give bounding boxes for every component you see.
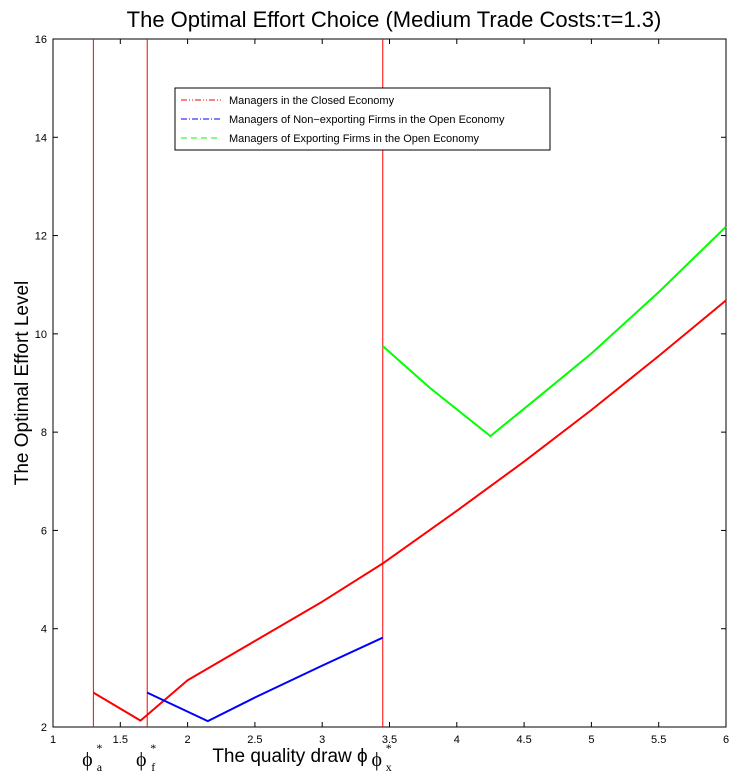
cutoff-phi: ϕ <box>82 749 93 771</box>
x-tick-label: 1.5 <box>113 734 128 746</box>
x-tick-label: 6 <box>723 734 729 746</box>
x-tick-label: 3.5 <box>382 734 397 746</box>
y-tick-label: 4 <box>41 624 47 636</box>
cutoff-subscript: a <box>97 760 103 774</box>
cutoff-phi: ϕ <box>372 749 383 771</box>
chart-title: The Optimal Effort Choice (Medium Trade … <box>127 7 662 32</box>
series-line-closed <box>92 299 727 722</box>
y-axis-label: The Optimal Effort Level <box>12 281 33 486</box>
x-axis-label: The quality draw ϕ <box>212 746 367 767</box>
legend-label: Managers of Non−exporting Firms in the O… <box>229 114 505 126</box>
cutoff-superscript: * <box>96 741 102 755</box>
legend: Managers in the Closed Economy Managers o… <box>174 87 551 151</box>
x-tick-label: 4 <box>454 734 460 746</box>
cutoff-label: ϕ x * <box>372 741 392 774</box>
legend-box <box>174 87 551 151</box>
x-tick-label: 2 <box>185 734 191 746</box>
cutoff-superscript: * <box>386 741 392 755</box>
cutoff-label: ϕ f * <box>136 741 156 774</box>
y-tick-label: 6 <box>41 525 47 537</box>
x-tick-label: 5 <box>588 734 594 746</box>
legend-item: Managers in the Closed Economy <box>181 95 395 107</box>
x-tick-label: 2.5 <box>247 734 262 746</box>
legend-label: Managers in the Closed Economy <box>229 95 395 107</box>
y-tick-label: 12 <box>35 231 47 243</box>
series-line-nonexport <box>146 636 384 723</box>
x-tick-label: 1 <box>50 734 56 746</box>
y-tick-label: 14 <box>35 132 47 144</box>
legend-item: Managers of Exporting Firms in the Open … <box>181 133 480 145</box>
cutoff-label: ϕ a * <box>82 741 103 774</box>
cutoff-subscript: f <box>151 760 155 774</box>
cutoff-phi: ϕ <box>136 749 147 771</box>
legend-item: Managers of Non−exporting Firms in the O… <box>181 114 505 126</box>
y-tick-label: 8 <box>41 427 47 439</box>
cutoff-subscript: x <box>386 760 392 774</box>
y-tick-label: 16 <box>35 34 47 46</box>
series-line-export <box>382 225 727 438</box>
legend-label: Managers of Exporting Firms in the Open … <box>229 133 480 145</box>
y-tick-label: 2 <box>41 722 47 734</box>
cutoff-superscript: * <box>150 741 156 755</box>
x-tick-label: 3 <box>319 734 325 746</box>
x-tick-label: 5.5 <box>651 734 666 746</box>
y-tick-label: 10 <box>35 329 47 341</box>
x-tick-label: 4.5 <box>516 734 531 746</box>
